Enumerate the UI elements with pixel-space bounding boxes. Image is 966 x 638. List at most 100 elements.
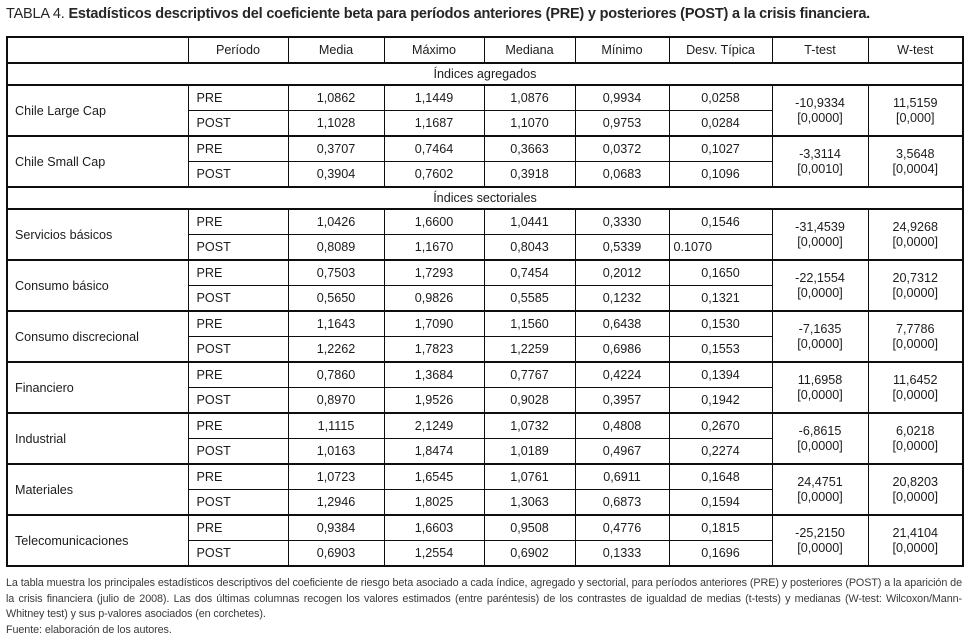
desv-cell: 0,1096 bbox=[669, 162, 772, 188]
maximo-cell: 1,7090 bbox=[384, 311, 484, 337]
minimo-cell: 0,6873 bbox=[575, 490, 669, 516]
table-number-label: TABLA 4. bbox=[6, 6, 65, 22]
mediana-cell: 1,0876 bbox=[484, 85, 575, 111]
stat-value: 11,6452 bbox=[873, 373, 959, 388]
minimo-cell: 0,4776 bbox=[575, 515, 669, 541]
stat-pvalue: [0,0000] bbox=[777, 490, 864, 505]
section-title: Índices agregados bbox=[7, 63, 963, 85]
period-cell: PRE bbox=[188, 136, 288, 162]
table-title-text: Estadísticos descriptivos del coeficient… bbox=[68, 6, 870, 22]
mediana-cell: 0,3663 bbox=[484, 136, 575, 162]
row-label: Consumo básico bbox=[7, 260, 188, 311]
w-test-cell: 11,6452[0,0000] bbox=[868, 362, 963, 413]
header-media: Media bbox=[288, 37, 384, 63]
maximo-cell: 1,1670 bbox=[384, 235, 484, 261]
stat-pvalue: [0,0000] bbox=[873, 235, 959, 250]
media-cell: 1,2262 bbox=[288, 337, 384, 363]
minimo-cell: 0,4967 bbox=[575, 439, 669, 465]
minimo-cell: 0,6911 bbox=[575, 464, 669, 490]
period-cell: POST bbox=[188, 541, 288, 567]
stat-value: 20,8203 bbox=[873, 475, 959, 490]
row-label: Financiero bbox=[7, 362, 188, 413]
stat-value: 24,9268 bbox=[873, 220, 959, 235]
w-test-cell: 24,9268[0,0000] bbox=[868, 209, 963, 260]
desv-cell: 0,1321 bbox=[669, 286, 772, 312]
w-test-cell: 20,8203[0,0000] bbox=[868, 464, 963, 515]
maximo-cell: 1,7823 bbox=[384, 337, 484, 363]
desv-cell: 0,1696 bbox=[669, 541, 772, 567]
header-mediana: Mediana bbox=[484, 37, 575, 63]
media-cell: 0,7860 bbox=[288, 362, 384, 388]
stat-value: -31,4539 bbox=[777, 220, 864, 235]
maximo-cell: 2,1249 bbox=[384, 413, 484, 439]
maximo-cell: 1,2554 bbox=[384, 541, 484, 567]
mediana-cell: 1,3063 bbox=[484, 490, 575, 516]
media-cell: 0,3904 bbox=[288, 162, 384, 188]
w-test-cell: 21,4104[0,0000] bbox=[868, 515, 963, 566]
mediana-cell: 1,1560 bbox=[484, 311, 575, 337]
stat-pvalue: [0,0004] bbox=[873, 162, 959, 177]
t-test-cell: -6,8615[0,0000] bbox=[772, 413, 868, 464]
media-cell: 0,7503 bbox=[288, 260, 384, 286]
header-minimo: Mínimo bbox=[575, 37, 669, 63]
maximo-cell: 1,6603 bbox=[384, 515, 484, 541]
media-cell: 0,6903 bbox=[288, 541, 384, 567]
period-cell: POST bbox=[188, 286, 288, 312]
stat-pvalue: [0,0000] bbox=[873, 337, 959, 352]
row-label: Materiales bbox=[7, 464, 188, 515]
period-cell: POST bbox=[188, 337, 288, 363]
header-periodo: Período bbox=[188, 37, 288, 63]
section-row: Índices agregados bbox=[7, 63, 963, 85]
period-cell: POST bbox=[188, 439, 288, 465]
period-cell: POST bbox=[188, 111, 288, 137]
media-cell: 1,2946 bbox=[288, 490, 384, 516]
minimo-cell: 0,9934 bbox=[575, 85, 669, 111]
stat-value: 6,0218 bbox=[873, 424, 959, 439]
t-test-cell: -25,2150[0,0000] bbox=[772, 515, 868, 566]
period-cell: PRE bbox=[188, 464, 288, 490]
desv-cell: 0,2274 bbox=[669, 439, 772, 465]
minimo-cell: 0,4808 bbox=[575, 413, 669, 439]
minimo-cell: 0,0683 bbox=[575, 162, 669, 188]
maximo-cell: 1,8025 bbox=[384, 490, 484, 516]
period-cell: POST bbox=[188, 388, 288, 414]
header-t-test: T-test bbox=[772, 37, 868, 63]
maximo-cell: 0,9826 bbox=[384, 286, 484, 312]
stat-pvalue: [0,0000] bbox=[873, 541, 959, 556]
media-cell: 1,1643 bbox=[288, 311, 384, 337]
minimo-cell: 0,6438 bbox=[575, 311, 669, 337]
period-cell: PRE bbox=[188, 413, 288, 439]
w-test-cell: 11,5159[0,000] bbox=[868, 85, 963, 136]
mediana-cell: 0,3918 bbox=[484, 162, 575, 188]
minimo-cell: 0,9753 bbox=[575, 111, 669, 137]
stat-pvalue: [0,0000] bbox=[873, 439, 959, 454]
media-cell: 0,5650 bbox=[288, 286, 384, 312]
minimo-cell: 0,5339 bbox=[575, 235, 669, 261]
media-cell: 1,1028 bbox=[288, 111, 384, 137]
maximo-cell: 1,9526 bbox=[384, 388, 484, 414]
header-empty bbox=[7, 37, 188, 63]
row-label: Telecomunicaciones bbox=[7, 515, 188, 566]
desv-cell: 0,1594 bbox=[669, 490, 772, 516]
minimo-cell: 0,6986 bbox=[575, 337, 669, 363]
media-cell: 1,1115 bbox=[288, 413, 384, 439]
table-title: TABLA 4. Estadísticos descriptivos del c… bbox=[6, 5, 954, 24]
stat-pvalue: [0,0000] bbox=[777, 337, 864, 352]
desv-cell: 0,1815 bbox=[669, 515, 772, 541]
mediana-cell: 1,2259 bbox=[484, 337, 575, 363]
stat-pvalue: [0,0010] bbox=[777, 162, 864, 177]
media-cell: 1,0862 bbox=[288, 85, 384, 111]
stat-pvalue: [0,0000] bbox=[777, 541, 864, 556]
stat-value: 11,5159 bbox=[873, 96, 959, 111]
row-label: Servicios básicos bbox=[7, 209, 188, 260]
period-cell: PRE bbox=[188, 362, 288, 388]
row-label: Chile Large Cap bbox=[7, 85, 188, 136]
mediana-cell: 0,7767 bbox=[484, 362, 575, 388]
period-cell: PRE bbox=[188, 515, 288, 541]
row-label: Consumo discrecional bbox=[7, 311, 188, 362]
